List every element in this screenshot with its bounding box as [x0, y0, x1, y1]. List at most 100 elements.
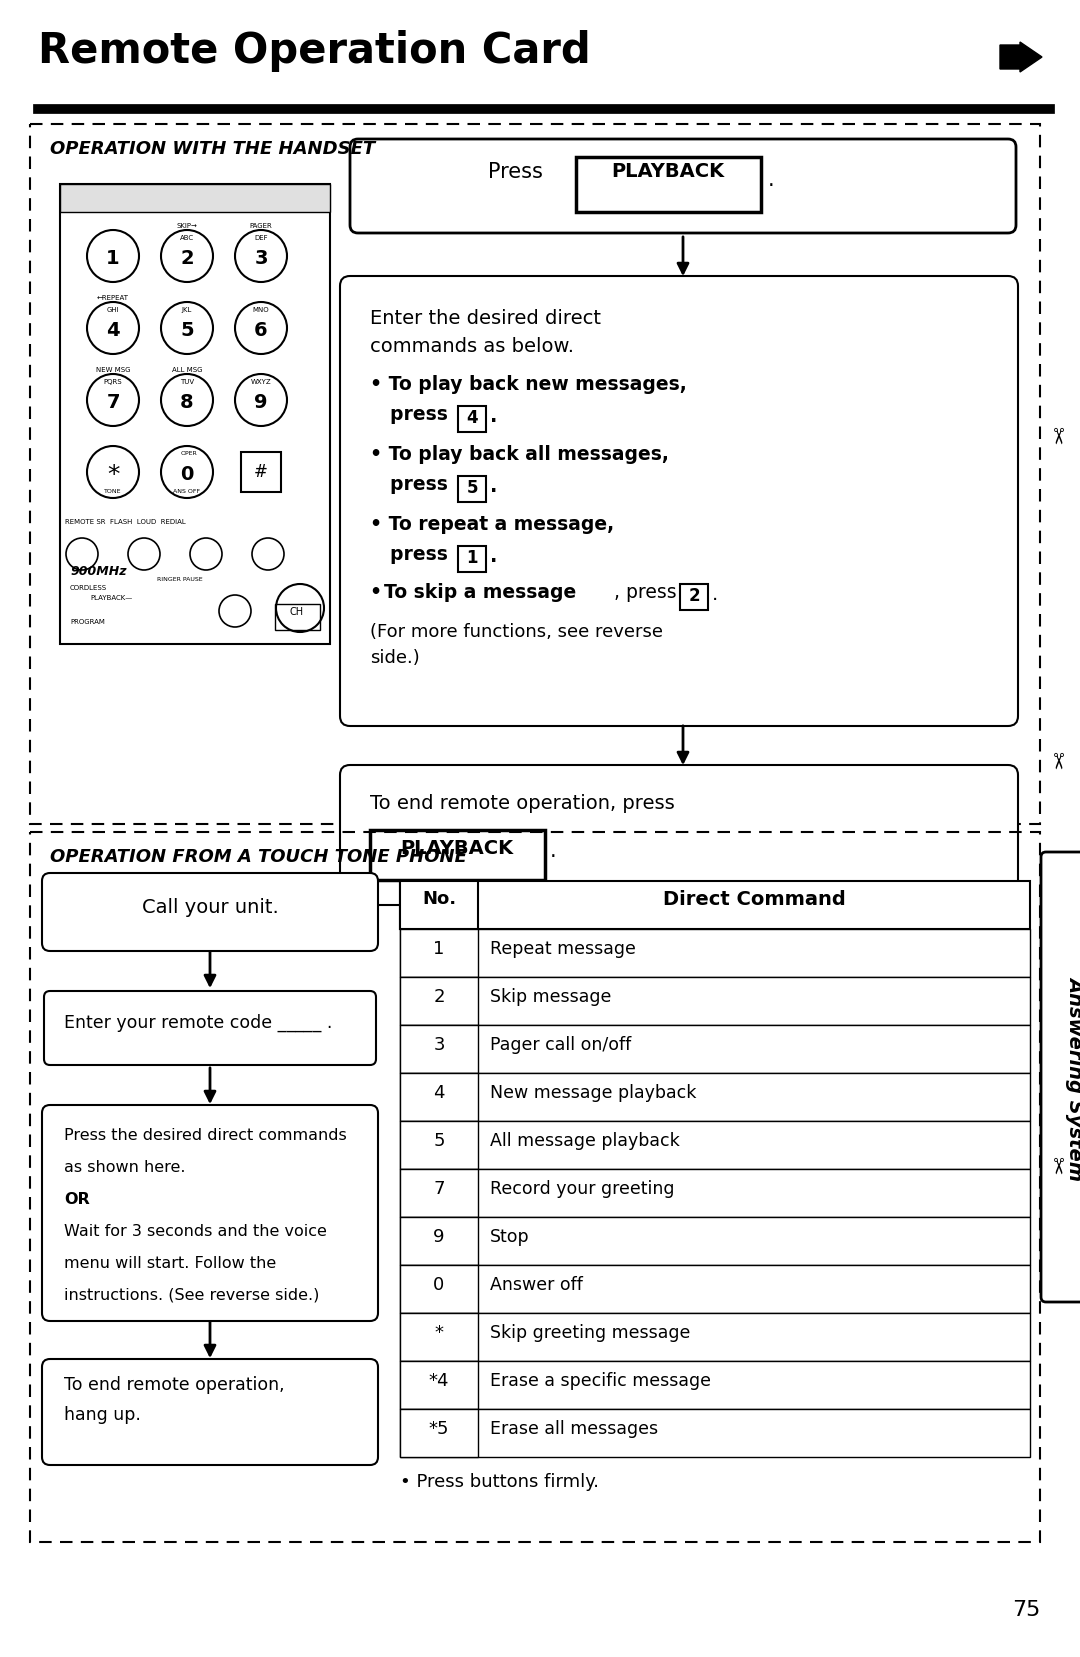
Text: 5: 5 [180, 321, 193, 340]
Bar [400, 1074, 478, 1122]
Text: 1: 1 [433, 940, 445, 958]
Bar [400, 1122, 478, 1170]
Text: .: . [768, 171, 774, 191]
Text: 0: 0 [180, 464, 193, 484]
Text: Stop: Stop [490, 1228, 529, 1246]
Text: *: * [107, 462, 119, 487]
Bar [400, 1218, 478, 1266]
Bar [400, 1360, 1030, 1408]
FancyBboxPatch shape [42, 1105, 378, 1321]
FancyBboxPatch shape [42, 1359, 378, 1465]
Text: PQRS: PQRS [104, 379, 122, 384]
Text: Wait for 3 seconds and the voice: Wait for 3 seconds and the voice [64, 1223, 327, 1238]
Text: No.: No. [422, 890, 456, 908]
Text: 3: 3 [433, 1036, 445, 1054]
Text: OPER: OPER [181, 451, 198, 456]
Text: commands as below.: commands as below. [370, 336, 573, 356]
Bar [30, 832, 1040, 1543]
Bar [400, 1026, 478, 1074]
Text: Pager call on/off: Pager call on/off [490, 1036, 631, 1054]
Bar [400, 1074, 1030, 1122]
Text: ✂: ✂ [1045, 426, 1065, 444]
Text: OPERATION FROM A TOUCH TONE PHONE: OPERATION FROM A TOUCH TONE PHONE [50, 847, 467, 865]
Bar [400, 1360, 478, 1408]
Text: ←REPEAT: ←REPEAT [97, 295, 129, 302]
Text: REMOTE SR  FLASH  LOUD  REDIAL: REMOTE SR FLASH LOUD REDIAL [65, 519, 186, 525]
FancyArrow shape [1000, 43, 1042, 73]
Text: Remote Operation Card: Remote Operation Card [38, 30, 591, 71]
Bar [400, 930, 478, 978]
Text: CH: CH [289, 606, 305, 616]
Bar [400, 930, 1030, 978]
Text: .: . [550, 840, 556, 860]
FancyBboxPatch shape [340, 766, 1018, 905]
Text: 900MHz: 900MHz [70, 565, 126, 578]
Text: Press the desired direct commands: Press the desired direct commands [64, 1127, 347, 1142]
Text: • To play back new messages,: • To play back new messages, [370, 374, 687, 394]
Text: OR: OR [64, 1191, 90, 1206]
Text: ANS OFF: ANS OFF [174, 489, 201, 494]
Text: hang up.: hang up. [64, 1405, 140, 1423]
Text: PLAYBACK: PLAYBACK [401, 838, 514, 857]
Text: .: . [490, 477, 498, 495]
Text: 9: 9 [254, 393, 268, 411]
Text: 2: 2 [180, 249, 193, 268]
Text: 7: 7 [433, 1180, 445, 1198]
FancyBboxPatch shape [44, 991, 376, 1065]
Bar [275, 605, 320, 631]
Text: NEW MSG: NEW MSG [96, 366, 131, 373]
Text: 7: 7 [106, 393, 120, 411]
Text: Enter the desired direct: Enter the desired direct [370, 308, 600, 328]
Text: *: * [434, 1324, 444, 1341]
Text: Enter your remote code _____ .: Enter your remote code _____ . [64, 1014, 333, 1032]
Text: Erase all messages: Erase all messages [490, 1418, 658, 1437]
Text: 1: 1 [467, 548, 477, 567]
Text: RINGER PAUSE: RINGER PAUSE [158, 577, 203, 582]
Text: 1: 1 [106, 249, 120, 268]
Text: ✂: ✂ [1045, 1155, 1065, 1173]
Text: All message playback: All message playback [490, 1132, 679, 1150]
Bar [60, 186, 330, 645]
Text: To end remote operation, press: To end remote operation, press [370, 794, 675, 812]
Text: JKL: JKL [181, 307, 192, 313]
Text: PLAYBACK: PLAYBACK [611, 162, 725, 181]
Text: 5: 5 [467, 479, 477, 497]
Text: Press: Press [488, 162, 550, 182]
Bar [400, 1408, 1030, 1457]
Text: Repeat message: Repeat message [490, 940, 636, 958]
Text: • To play back all messages,: • To play back all messages, [370, 444, 669, 464]
Bar [400, 882, 1030, 930]
Bar [400, 978, 1030, 1026]
Bar [400, 1266, 1030, 1314]
Text: OPERATION WITH THE HANDSET: OPERATION WITH THE HANDSET [50, 139, 375, 157]
Text: 4: 4 [106, 321, 120, 340]
Text: 6: 6 [254, 321, 268, 340]
Bar [241, 452, 281, 492]
Text: • Press buttons firmly.: • Press buttons firmly. [400, 1471, 599, 1490]
Bar [458, 547, 486, 573]
Bar [400, 1408, 478, 1457]
Text: as shown here.: as shown here. [64, 1160, 186, 1175]
Bar [370, 830, 545, 880]
Text: • To repeat a message,: • To repeat a message, [370, 515, 615, 534]
Bar [400, 1026, 1030, 1074]
Text: *4: *4 [429, 1372, 449, 1389]
Text: Direct Command: Direct Command [663, 890, 846, 908]
Text: 75: 75 [1012, 1599, 1040, 1619]
Text: PLAYBACK—: PLAYBACK— [90, 595, 132, 600]
Bar [400, 1314, 1030, 1360]
Text: 0: 0 [433, 1276, 445, 1292]
Text: , press: , press [615, 583, 683, 601]
Text: GHI: GHI [107, 307, 119, 313]
Bar [400, 1314, 478, 1360]
Text: 4: 4 [467, 409, 477, 428]
Bar [400, 1266, 478, 1314]
Text: New message playback: New message playback [490, 1084, 697, 1102]
Text: 8: 8 [180, 393, 193, 411]
Text: Answering System: Answering System [1067, 976, 1080, 1180]
Text: CORDLESS: CORDLESS [70, 585, 107, 590]
FancyBboxPatch shape [42, 873, 378, 951]
Text: MNO: MNO [253, 307, 269, 313]
FancyBboxPatch shape [340, 277, 1018, 726]
Bar [576, 157, 761, 212]
